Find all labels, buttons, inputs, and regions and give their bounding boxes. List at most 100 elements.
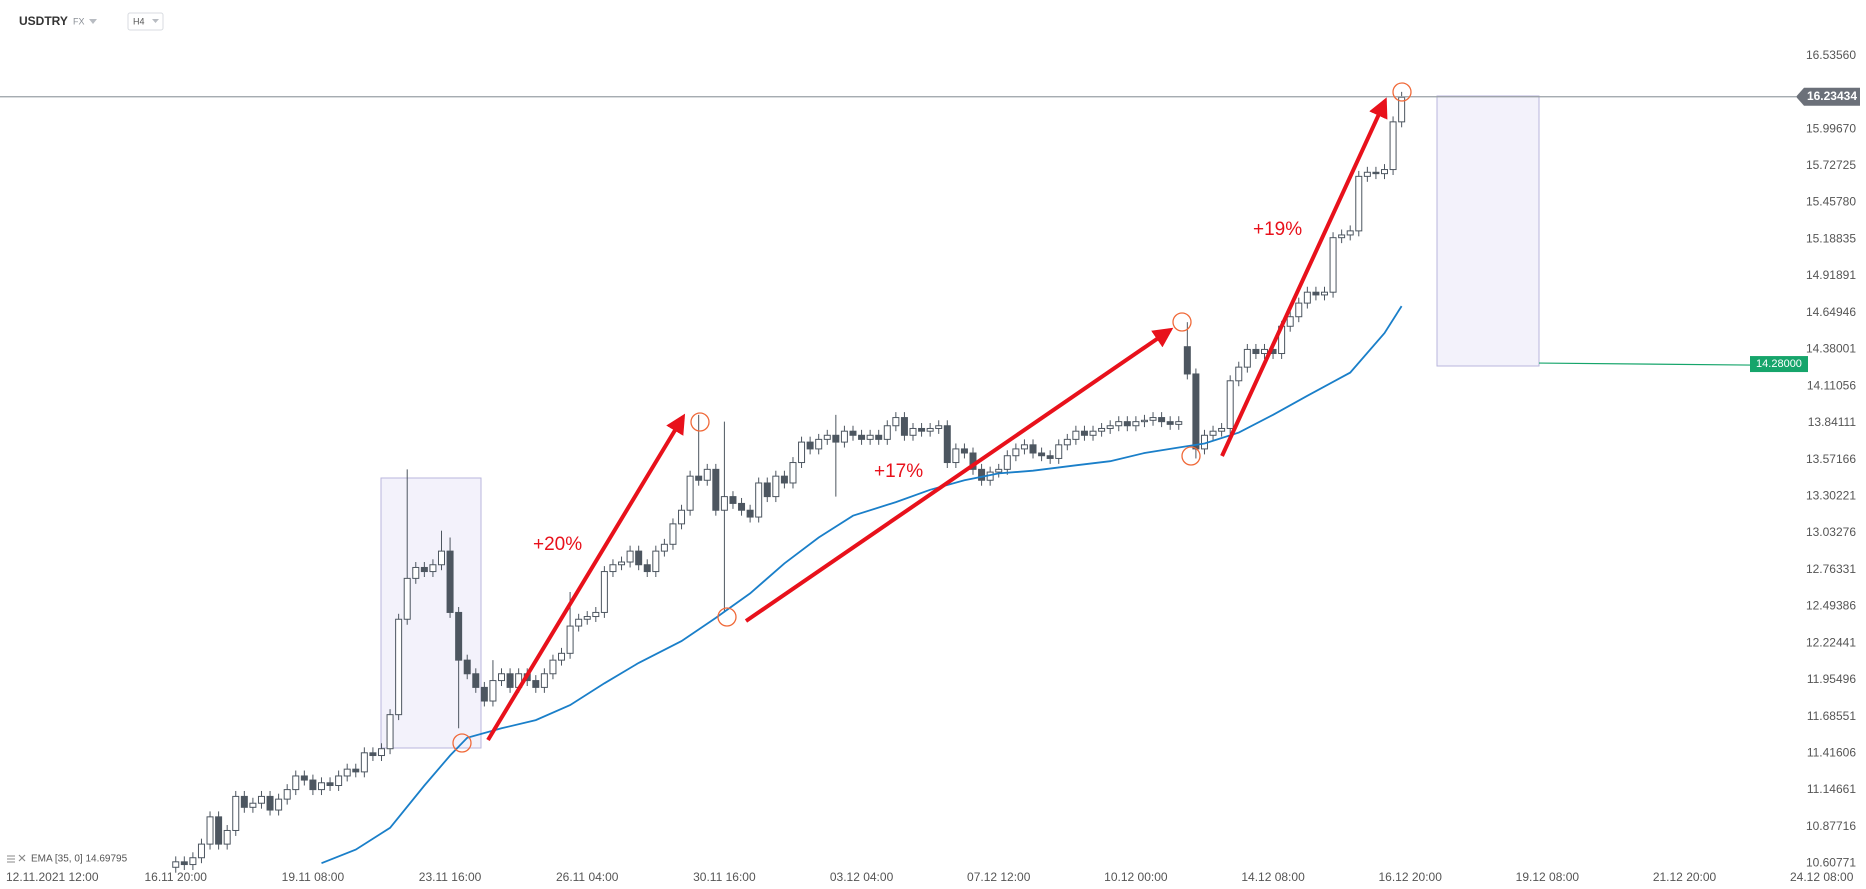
candle-body — [900, 417, 908, 436]
candle-body — [540, 673, 548, 688]
candle-body — [326, 782, 334, 787]
candle-body — [592, 611, 600, 618]
candle-body — [1329, 237, 1337, 293]
candle-body — [780, 475, 788, 484]
pivot-circle — [717, 607, 737, 627]
candle-body — [1286, 316, 1294, 327]
level-badge — [1750, 356, 1808, 373]
candle-body — [840, 430, 848, 443]
candle-body — [506, 673, 514, 688]
candle-body — [738, 502, 746, 511]
candle-body — [480, 686, 488, 702]
y-tick-label: 10.60771 — [1806, 856, 1856, 870]
candle-body — [1363, 171, 1371, 177]
candle-body — [352, 768, 360, 773]
y-tick-label: 14.11056 — [1807, 378, 1856, 392]
candle-body — [1003, 455, 1011, 470]
x-tick-label: 24.12 08:00 — [1790, 870, 1854, 884]
indicator-legend: EMA [35, 0] 14.69795 — [7, 854, 128, 865]
candle-body — [575, 618, 583, 627]
candle-body — [643, 564, 651, 573]
y-tick-label: 16.53560 — [1806, 48, 1856, 62]
candle-body — [429, 564, 437, 573]
candle-body — [729, 496, 737, 504]
candle-body — [703, 468, 711, 481]
candle-body — [952, 448, 960, 464]
candle-body — [1235, 366, 1243, 382]
candle-body — [1218, 427, 1226, 432]
candle-body — [609, 564, 617, 573]
y-tick-label: 13.84111 — [1808, 415, 1857, 429]
candle-body — [1063, 438, 1071, 446]
candle-body — [566, 625, 574, 654]
y-tick-label: 11.14661 — [1807, 782, 1856, 796]
candle-body — [875, 434, 883, 440]
level-label: 14.28000 — [1756, 358, 1802, 370]
candle-body — [292, 775, 300, 791]
candle-body — [275, 798, 283, 811]
candle-body — [892, 417, 900, 427]
candle-body — [789, 462, 797, 484]
candle-body — [1192, 373, 1200, 450]
candle-body — [1089, 430, 1097, 436]
legend-close[interactable] — [18, 854, 26, 862]
candle-body — [455, 611, 463, 661]
indicator-label: EMA [35, 0] 14.69795 — [31, 854, 128, 865]
trend-arrow — [744, 327, 1174, 623]
candle-body — [343, 768, 351, 777]
y-tick-label: 14.64946 — [1806, 305, 1856, 319]
x-tick-label: 03.12 04:00 — [830, 870, 894, 884]
interval-select[interactable] — [127, 12, 164, 31]
candle-body — [652, 550, 660, 573]
annotation: +19% — [1253, 219, 1302, 240]
candle-body — [883, 425, 891, 440]
candle-body — [926, 427, 934, 432]
candle-body — [626, 550, 634, 563]
candle-body — [360, 752, 368, 773]
candle-body — [1115, 421, 1123, 427]
y-tick-label: 10.87716 — [1806, 819, 1856, 833]
candle-body — [1252, 348, 1260, 355]
candle-body — [420, 566, 428, 573]
candle-body — [1012, 448, 1020, 457]
candle-body — [232, 795, 240, 831]
candle-body — [772, 475, 780, 498]
candle-body — [558, 652, 566, 661]
ema-line — [321, 305, 1403, 865]
pivot-circle — [1172, 312, 1192, 332]
candle-body — [1123, 421, 1131, 427]
candle-body — [1226, 380, 1234, 429]
candle-body — [498, 673, 506, 682]
candle-body — [823, 434, 831, 440]
candle-body — [943, 425, 951, 464]
candle-body — [909, 427, 917, 436]
pivot-circle — [1181, 446, 1201, 466]
y-tick-label: 11.95496 — [1807, 672, 1856, 686]
pivot-circle — [452, 733, 472, 753]
candle-body — [240, 795, 248, 808]
candle-body — [806, 441, 814, 450]
y-tick-label: 12.22441 — [1806, 635, 1856, 649]
candle-body — [849, 430, 857, 436]
candle-body — [223, 829, 231, 845]
trend-arrow — [486, 413, 686, 742]
candle-body — [720, 496, 728, 511]
candle-body — [635, 550, 643, 566]
candle-body — [249, 802, 257, 808]
candle-body — [257, 795, 265, 804]
candle-body — [189, 857, 197, 866]
candle-body — [472, 673, 480, 688]
pivot-circle — [1392, 82, 1412, 102]
candle-body — [1029, 444, 1037, 454]
annotation: +20% — [533, 534, 582, 555]
candle-body — [180, 861, 188, 866]
candle-body — [1320, 291, 1328, 296]
candle-body — [600, 571, 608, 613]
legend-icon[interactable] — [7, 855, 15, 863]
x-tick-label: 23.11 16:00 — [419, 870, 482, 884]
candle-body — [618, 561, 626, 566]
market-dropdown[interactable] — [89, 19, 97, 24]
candle-body — [678, 509, 686, 525]
candle-body — [1046, 455, 1054, 459]
